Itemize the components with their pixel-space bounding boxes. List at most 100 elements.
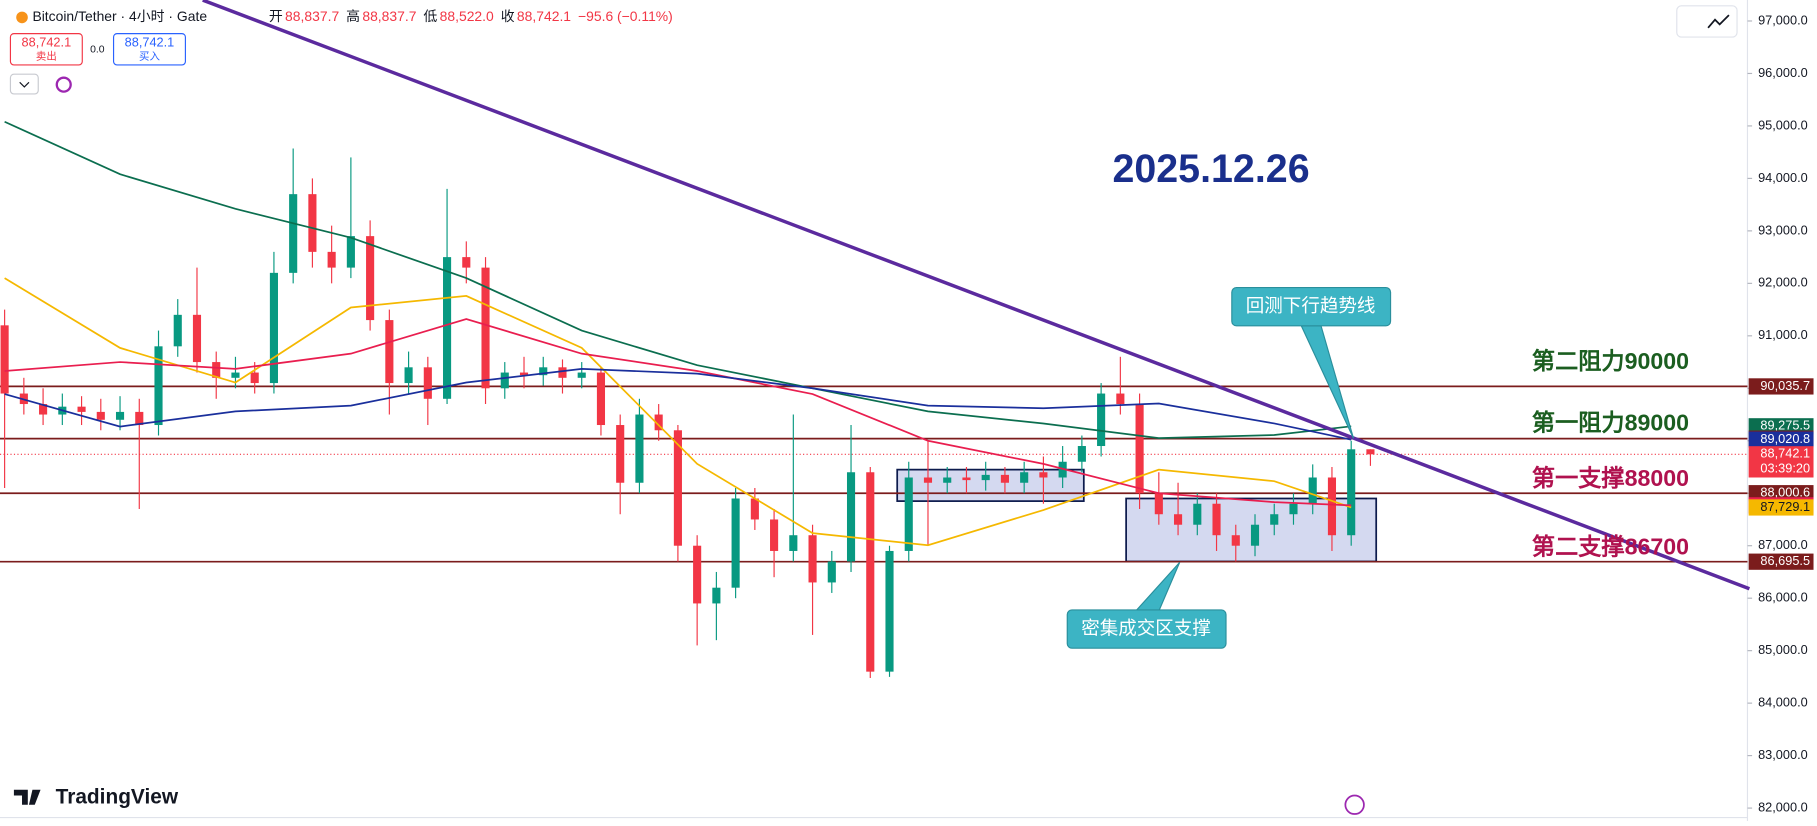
candle-body — [827, 561, 836, 583]
zone-box — [896, 468, 1085, 502]
last-price-tag — [1748, 446, 1814, 478]
date-annotation: 2025.12.26 — [1112, 147, 1309, 191]
y-tick-label: 85,000.0 — [1758, 642, 1808, 657]
candle-body — [1097, 393, 1106, 447]
level-label: 第二阻力90000 — [1532, 348, 1689, 374]
level-label: 第一支撑88000 — [1532, 465, 1689, 491]
y-tick-label: 84,000.0 — [1758, 695, 1808, 710]
candle-body — [1000, 474, 1009, 483]
candle-body — [231, 372, 240, 378]
callout-text: 密集成交区支撑 — [1081, 618, 1211, 639]
ohlc-item: −95.6 (−0.11%) — [578, 8, 673, 24]
candle-body — [385, 320, 394, 384]
countdown: 03:39:20 — [1760, 461, 1810, 476]
ohlc-item: 88,837.7 — [285, 8, 339, 24]
level-label: 第二支撑86700 — [1532, 534, 1689, 560]
moving-average — [4, 120, 1352, 440]
price-tag — [1748, 431, 1814, 448]
y-tick-label: 91,000.0 — [1758, 327, 1808, 342]
candle-body — [750, 498, 759, 520]
candle-body — [481, 267, 490, 389]
overlay: Bitcoin/Tether · 4小时 · Gate 开 88,837.7 高 88… — [9, 5, 1738, 815]
buy-label: 买入 — [139, 51, 160, 63]
candle-body — [904, 477, 913, 551]
collapse-button[interactable] — [9, 73, 39, 95]
candle-body — [346, 236, 355, 268]
price-tag — [1748, 378, 1814, 395]
y-tick-label: 94,000.0 — [1758, 170, 1808, 185]
candle-body — [789, 535, 798, 551]
candle-body — [654, 414, 663, 431]
ohlc-item: 88,837.7 — [362, 8, 416, 24]
candle-body — [1366, 449, 1375, 455]
candle-body — [770, 519, 779, 551]
toolbar — [1676, 5, 1738, 38]
price-tag-label: 87,729.1 — [1760, 499, 1810, 514]
candle-body — [596, 372, 606, 426]
ohlc-item: 88,742.1 — [517, 8, 571, 24]
candle-body — [808, 535, 817, 583]
price-axis-tags: 90,035.789,275.589,040.289,020.888,000.6… — [1748, 378, 1814, 570]
candle-body — [289, 194, 298, 273]
y-tick-label: 87,000.0 — [1758, 537, 1808, 552]
refresh-icon[interactable] — [55, 76, 72, 93]
candle-body — [1347, 449, 1356, 536]
y-tick-label: 96,000.0 — [1758, 65, 1808, 80]
candle-body — [866, 472, 875, 672]
last-price-label: 88,742.1 — [1760, 446, 1810, 461]
sell-button[interactable] — [9, 33, 83, 66]
buy-button[interactable] — [112, 33, 186, 66]
logo-icon — [13, 789, 41, 805]
candle-body — [77, 406, 86, 412]
candle-body — [731, 498, 740, 588]
candle-body — [250, 372, 259, 384]
sell-price: 88,742.1 — [22, 34, 72, 49]
candle-body — [519, 372, 529, 376]
price-tag-label: 88,000.6 — [1760, 485, 1810, 500]
candle-body — [1250, 524, 1260, 546]
candle-body — [673, 430, 682, 546]
level-label: 第一阻力89000 — [1532, 410, 1689, 436]
candle-body — [1308, 477, 1317, 504]
price-tag — [1748, 418, 1814, 435]
candle-body — [981, 474, 990, 481]
candle-body — [558, 367, 567, 378]
price-tag — [1748, 553, 1814, 570]
price-tag-label: 86,695.5 — [1760, 553, 1810, 568]
sell-label: 卖出 — [36, 50, 57, 63]
candle-body — [1289, 503, 1298, 515]
candle-body — [327, 251, 336, 268]
callout-box — [1231, 287, 1392, 327]
ohlc-item: 高 — [346, 8, 360, 24]
candle-body — [308, 194, 317, 252]
candle-body — [96, 411, 105, 420]
candle-body — [269, 272, 278, 384]
candle-body — [404, 367, 413, 384]
symbol: Bitcoin/Tether · 4小时 · Gate — [32, 8, 207, 24]
candle-body — [500, 372, 509, 389]
spread: 0.0 — [90, 45, 105, 56]
y-tick-label: 82,000.0 — [1758, 799, 1808, 814]
flash-icon[interactable] — [1344, 794, 1365, 815]
ohlc-item: 收 — [501, 8, 515, 24]
coin-icon — [16, 11, 28, 24]
candle-body — [1154, 493, 1163, 515]
candle-body — [962, 477, 971, 481]
price-tag-label: 89,020.8 — [1760, 431, 1810, 446]
candle-body — [115, 411, 125, 420]
candle-body — [635, 414, 644, 483]
price-tag — [1748, 499, 1814, 516]
y-tick-label: 93,000.0 — [1758, 222, 1808, 237]
ohlc-item: 开 — [269, 8, 283, 24]
candle-body — [539, 367, 548, 376]
callout-text: 回测下行趋势线 — [1246, 295, 1376, 316]
candle-body — [423, 367, 432, 399]
candle-body — [173, 314, 182, 347]
chart-icon[interactable] — [1707, 14, 1730, 29]
moving-average — [4, 277, 1352, 547]
y-tick-label: 95,000.0 — [1758, 117, 1808, 132]
